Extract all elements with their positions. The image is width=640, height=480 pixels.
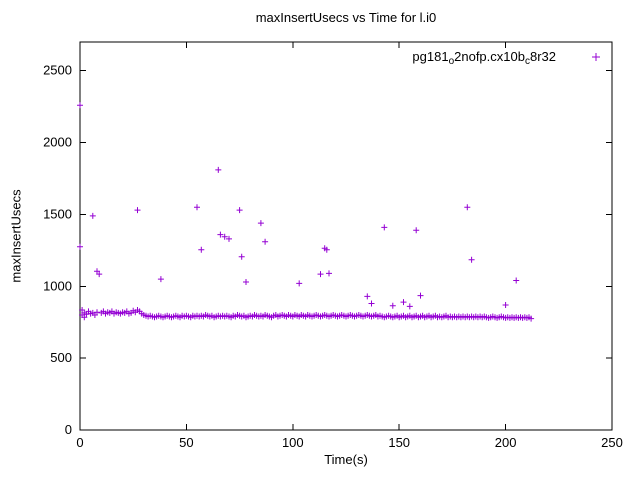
y-tick-label: 2000 (43, 135, 72, 150)
x-tick-label: 200 (495, 435, 517, 450)
y-tick-label: 1500 (43, 206, 72, 221)
x-tick-label: 250 (601, 435, 623, 450)
x-tick-label: 0 (76, 435, 83, 450)
y-tick-label: 1000 (43, 278, 72, 293)
legend: pg181o2nofp.cx10bc8r32 (412, 49, 600, 67)
x-tick-label: 150 (388, 435, 410, 450)
y-tick-label: 2500 (43, 63, 72, 78)
chart-title: maxInsertUsecs vs Time for l.i0 (255, 10, 437, 25)
y-tick-label: 0 (65, 422, 72, 437)
axes (79, 42, 613, 431)
y-tick-label: 500 (50, 350, 72, 365)
series-points (77, 102, 535, 322)
plot-border (79, 41, 613, 431)
x-tick-label: 100 (282, 435, 304, 450)
legend-marker-icon (592, 53, 600, 61)
legend-label: pg181o2nofp.cx10bc8r32 (412, 49, 556, 67)
x-axis-label: Time(s) (324, 452, 368, 467)
x-tick-label: 50 (179, 435, 193, 450)
